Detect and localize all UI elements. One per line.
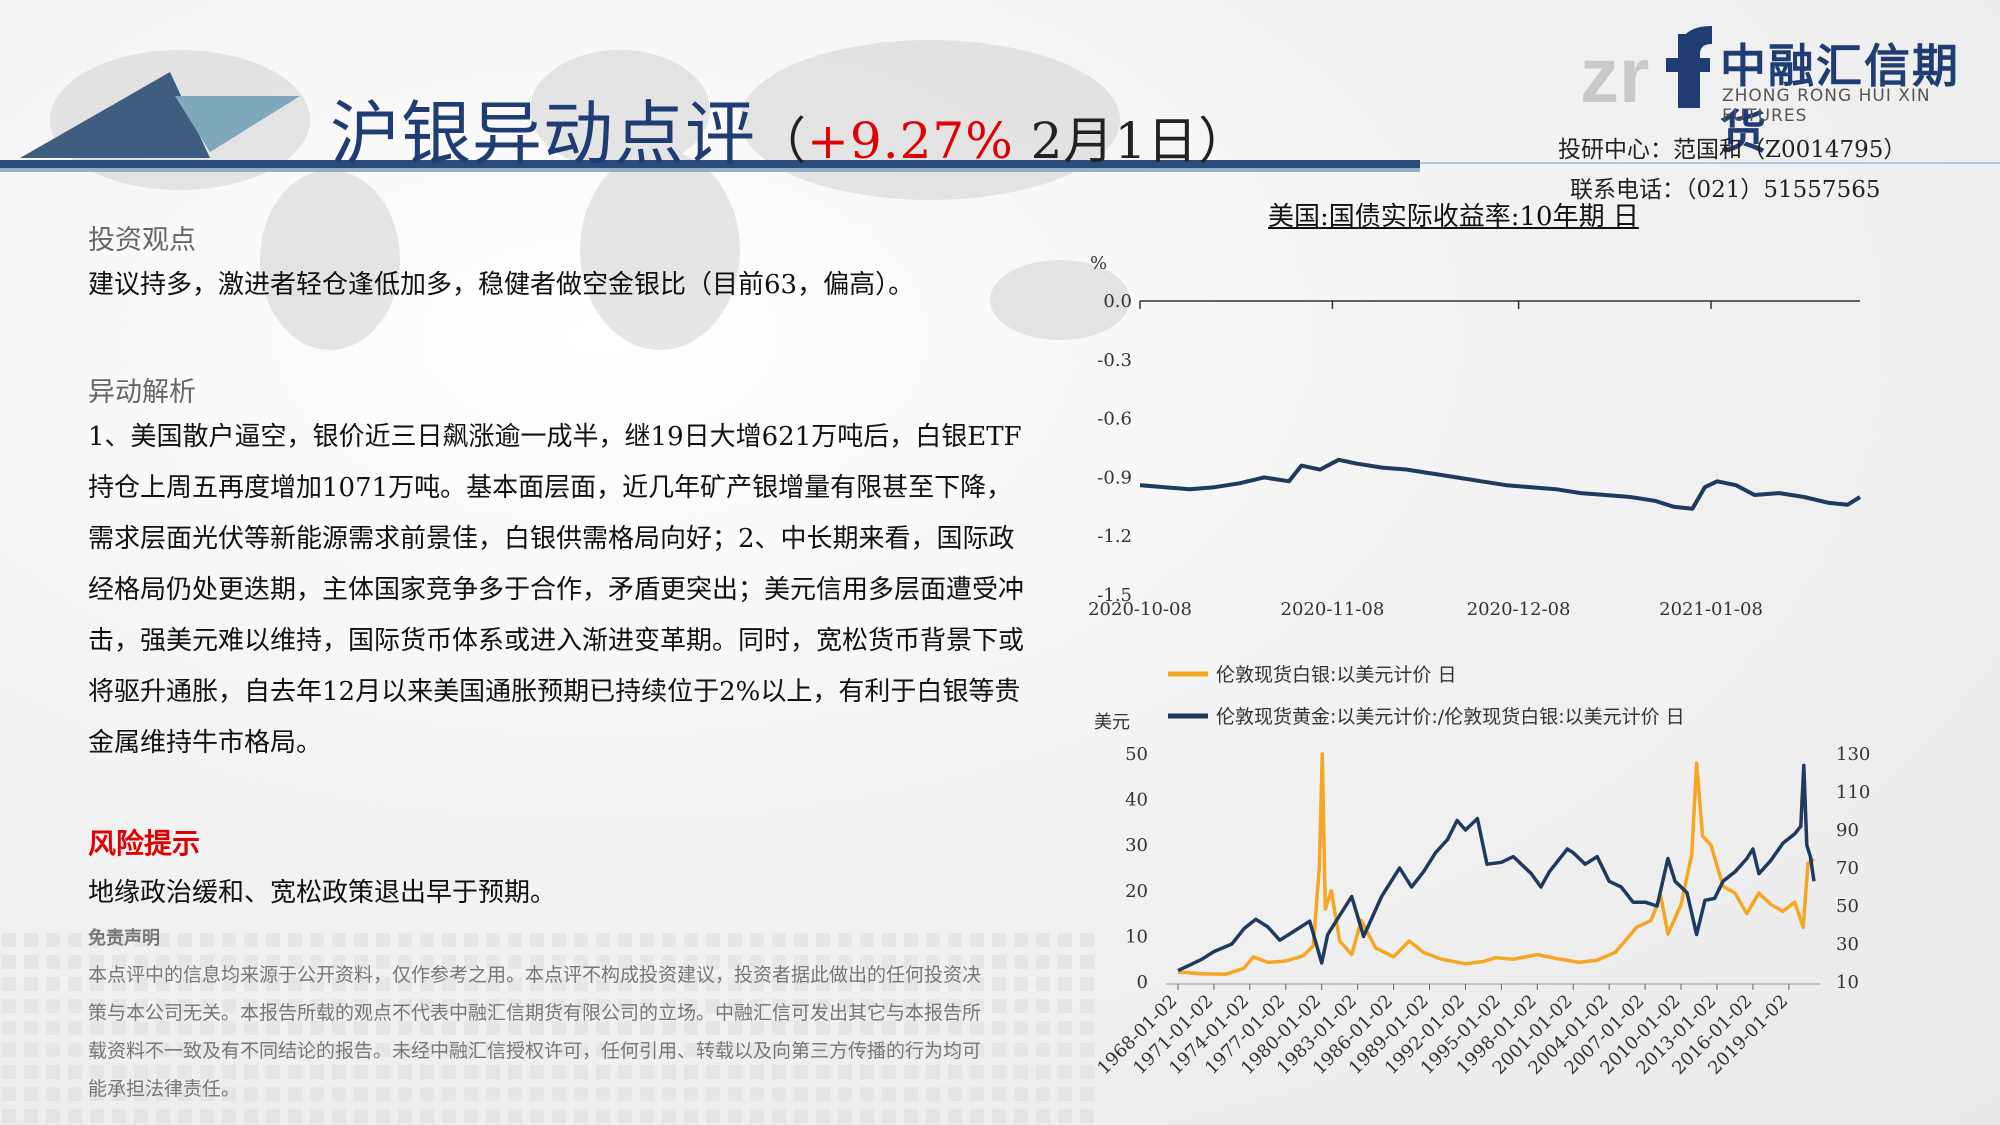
analysis-heading: 异动解析 — [88, 377, 196, 408]
svg-text:zr: zr — [1580, 31, 1649, 112]
x-tick-label: 2020-12-08 — [1467, 599, 1571, 620]
y-tick-label: -1.5 — [1097, 585, 1132, 606]
y-left-tick-label: 40 — [1125, 790, 1148, 811]
risk-heading: 风险提示 — [88, 827, 201, 860]
y-right-tick-label: 130 — [1836, 744, 1870, 765]
silver-gold-ratio-chart: 伦敦现货白银:以美元计价 日伦敦现货黄金:以美元计价:/伦敦现货白银:以美元计价… — [1093, 664, 1870, 1079]
legend-label: 伦敦现货黄金:以美元计价:/伦敦现货白银:以美元计价 日 — [1216, 706, 1685, 728]
risk-text: 地缘政治缓和、宽松政策退出早于预期。 — [88, 878, 557, 908]
y-right-tick-label: 90 — [1836, 820, 1859, 841]
x-tick-label: 2020-10-08 — [1088, 599, 1192, 620]
y-tick-label: -1.2 — [1097, 526, 1132, 547]
y-left-tick-label: 50 — [1125, 744, 1148, 765]
chart1-title: 美国:国债实际收益率:10年期 日 — [1268, 202, 1639, 232]
y-right-tick-label: 30 — [1836, 934, 1859, 955]
y-tick-label: -0.6 — [1097, 409, 1132, 430]
investment-view-text: 建议持多，激进者轻仓逢低加多，稳健者做空金银比（目前63，偏高）。 — [88, 270, 915, 300]
x-tick-label: 2021-01-08 — [1659, 599, 1763, 620]
y-left-tick-label: 30 — [1125, 835, 1148, 856]
header-band — [0, 72, 2000, 172]
y-right-tick-label: 70 — [1836, 858, 1859, 879]
title-text: 沪银异动点评 — [330, 93, 756, 175]
y-tick-label: -0.3 — [1097, 350, 1132, 371]
investment-view-heading: 投资观点 — [88, 225, 196, 256]
y-right-tick-label: 110 — [1836, 782, 1870, 803]
title-change-percent: +9.27% — [807, 112, 1014, 170]
page-title: 沪银异动点评（+9.27% 2月1日） — [330, 78, 1249, 179]
y-left-tick-label: 20 — [1125, 881, 1148, 902]
logo-english-name: ZHONG RONG HUI XIN FUTURES — [1722, 86, 1931, 126]
contact-researcher: 投研中心：范国和（Z0014795） — [1558, 137, 1907, 163]
analysis-text: 1、美国散户逼空，银价近三日飙涨逾一成半，继19日大增621万吨后，白银ETF持… — [88, 422, 1025, 758]
y-axis-unit: % — [1090, 253, 1107, 274]
legend-label: 伦敦现货白银:以美元计价 日 — [1216, 664, 1456, 686]
y-left-tick-label: 0 — [1137, 972, 1148, 993]
y-left-tick-label: 10 — [1125, 926, 1148, 947]
x-tick-label: 2020-11-08 — [1281, 599, 1385, 620]
y-axis-unit: 美元 — [1094, 712, 1130, 733]
gold-silver-ratio-line — [1177, 763, 1816, 973]
disclaimer-text: 本点评中的信息均来源于公开资料，仅作参考之用。本点评不构成投资建议，投资者据此做… — [88, 964, 982, 1100]
disclaimer-heading: 免责声明 — [88, 928, 160, 949]
company-logo-icon: zr — [1580, 26, 1712, 112]
y-tick-label: 0.0 — [1103, 291, 1132, 312]
title-date: 2月1日 — [1013, 112, 1199, 170]
y-tick-label: -0.9 — [1097, 467, 1132, 488]
grid-decoration — [0, 925, 1100, 1125]
y-right-tick-label: 50 — [1836, 896, 1859, 917]
silver-price-line — [1177, 752, 1816, 976]
real-yield-series-line — [1139, 457, 1862, 511]
logo-chinese-name: 中融汇信期货 — [1720, 39, 1960, 159]
title-paren-close: ） — [1198, 112, 1250, 170]
contact-phone: 联系电话：（021）51557565 — [1570, 177, 1881, 203]
y-right-tick-label: 10 — [1836, 972, 1859, 993]
title-paren-open: （ — [756, 112, 807, 170]
